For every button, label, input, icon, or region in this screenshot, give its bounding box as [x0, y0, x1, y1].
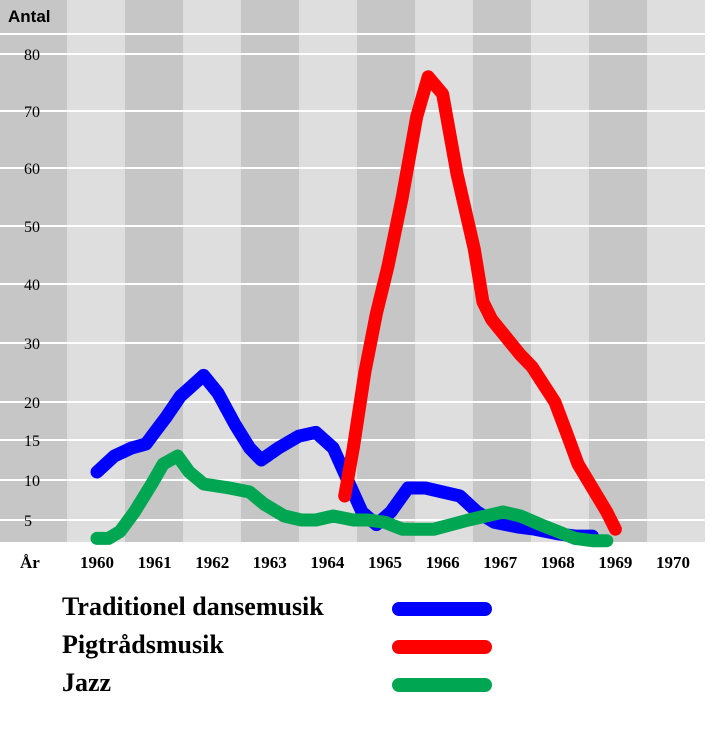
band	[589, 0, 647, 543]
y-tick-label: 20	[24, 395, 40, 412]
legend-item-jazz: Jazz	[0, 666, 709, 700]
legend-swatch	[392, 640, 492, 654]
y-tick-labels: 5 10 15 20 30 40 50 60 70 80	[24, 47, 40, 530]
legend-label: Pigtrådsmusik	[62, 630, 224, 659]
series-line-1	[90, 368, 599, 543]
legend-item-pigtrad: Pigtrådsmusik	[0, 628, 709, 662]
y-tick-label: 80	[24, 47, 40, 64]
band	[647, 0, 705, 543]
legend-swatch	[392, 678, 492, 692]
series-line-3	[90, 449, 614, 548]
y-axis-title: Antal	[8, 7, 51, 26]
x-tick-labels: 1960 1961 1962 1963 1964 1965 1966 1967 1968 1969…	[80, 553, 690, 572]
x-tick-label: 1970	[656, 553, 690, 572]
x-axis-title: År	[20, 553, 40, 572]
y-tick-label: 15	[24, 433, 40, 450]
x-tick-label: 1965	[368, 553, 402, 572]
y-tick-label: 5	[24, 513, 32, 530]
y-tick-label: 40	[24, 277, 40, 294]
band	[183, 0, 241, 543]
x-tick-label: 1969	[598, 553, 632, 572]
x-tick-label: 1966	[426, 553, 460, 572]
series-lines	[90, 70, 622, 548]
x-tick-label: 1960	[80, 553, 114, 572]
legend-item-traditionel: Traditionel dansemusik	[0, 590, 709, 624]
x-tick-label: 1963	[253, 553, 287, 572]
x-tick-label: 1967	[483, 553, 518, 572]
series-line-2	[338, 70, 622, 536]
x-tick-label: 1968	[541, 553, 575, 572]
y-tick-label: 70	[24, 104, 40, 121]
x-tick-label: 1964	[310, 553, 345, 572]
x-tick-label: 1961	[138, 553, 172, 572]
y-tick-label: 50	[24, 219, 40, 236]
band	[0, 0, 67, 543]
y-tick-label: 60	[24, 161, 40, 178]
legend-swatch	[392, 602, 492, 616]
legend-label: Traditionel dansemusik	[62, 592, 324, 621]
legend-label: Jazz	[62, 668, 112, 697]
x-tick-label: 1962	[195, 553, 229, 572]
chart: 5 10 15 20 30 40 50 60 70 80 1960 1961 1962 1963 1964…	[0, 0, 705, 572]
y-tick-label: 30	[24, 336, 40, 353]
y-tick-label: 10	[24, 473, 40, 490]
